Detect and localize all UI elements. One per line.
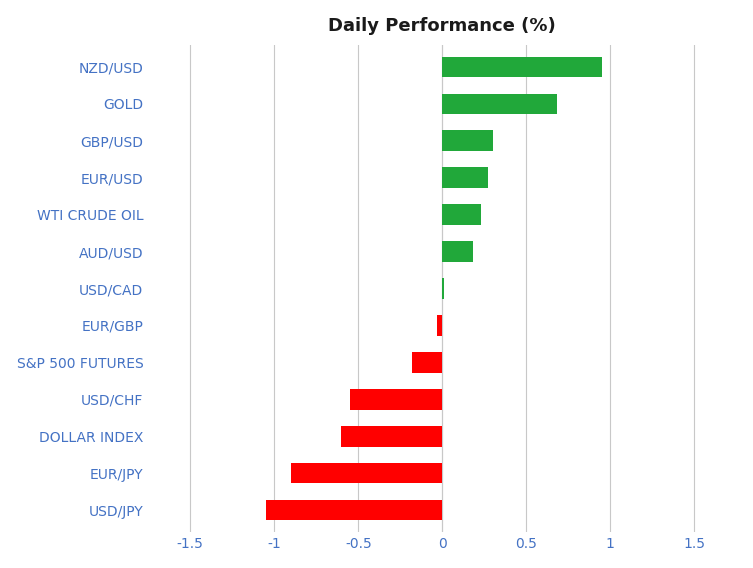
Bar [266, 500, 442, 520]
Title: Daily Performance (%): Daily Performance (%) [328, 16, 556, 35]
Bar [412, 352, 442, 373]
Bar [442, 131, 492, 151]
Bar [291, 463, 442, 483]
Bar [442, 204, 481, 225]
Bar [442, 94, 556, 114]
Bar [442, 57, 602, 77]
Bar [442, 168, 488, 188]
Bar [437, 315, 442, 336]
Bar [350, 389, 442, 410]
Bar [442, 278, 444, 299]
Bar [442, 241, 473, 262]
Bar [342, 426, 442, 446]
